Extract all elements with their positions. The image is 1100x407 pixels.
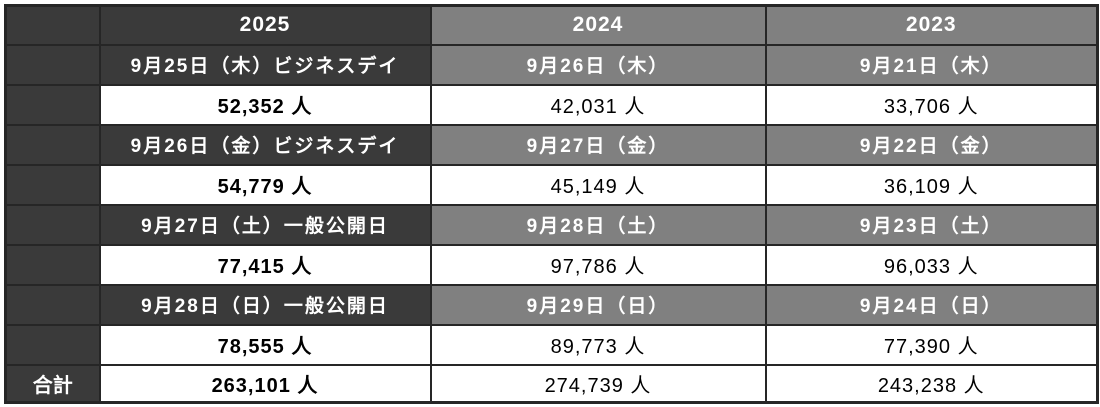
count-cell-2023-day4: 77,390 人: [764, 323, 1099, 366]
row-label-cell: [4, 123, 101, 166]
row-label-cell: [4, 243, 101, 286]
date-cell-2023-day3: 9月23日（土）: [764, 203, 1099, 246]
count-cell-2024-day1: 42,031 人: [429, 83, 767, 126]
count-cell-2024-day2: 45,149 人: [429, 163, 767, 206]
attendance-table: 2025 2024 2023 9月25日（木）ビジネスデイ 9月26日（木） 9…: [4, 4, 1099, 404]
total-cell-2023: 243,238 人: [764, 363, 1099, 404]
count-cell-2025-day1: 52,352 人: [98, 83, 432, 126]
total-cell-2025: 263,101 人: [98, 363, 432, 404]
date-cell-2023-day1: 9月21日（木）: [764, 43, 1099, 86]
total-row: 合計 263,101 人 274,739 人 243,238 人: [4, 363, 1099, 404]
count-cell-2023-day1: 33,706 人: [764, 83, 1099, 126]
year-header-2024: 2024: [429, 4, 767, 46]
row-label-cell: [4, 163, 101, 206]
total-label-cell: 合計: [4, 363, 101, 404]
row-label-cell: [4, 283, 101, 326]
year-header-2025: 2025: [98, 4, 432, 46]
date-cell-2024-day1: 9月26日（木）: [429, 43, 767, 86]
date-cell-2025-day2: 9月26日（金）ビジネスデイ: [98, 123, 432, 166]
count-cell-2025-day2: 54,779 人: [98, 163, 432, 206]
date-cell-2023-day4: 9月24日（日）: [764, 283, 1099, 326]
count-row-day1: 52,352 人 42,031 人 33,706 人: [4, 83, 1099, 126]
row-label-cell: [4, 43, 101, 86]
corner-cell: [4, 4, 101, 46]
count-row-day4: 78,555 人 89,773 人 77,390 人: [4, 323, 1099, 366]
count-row-day2: 54,779 人 45,149 人 36,109 人: [4, 163, 1099, 206]
count-cell-2025-day4: 78,555 人: [98, 323, 432, 366]
count-cell-2025-day3: 77,415 人: [98, 243, 432, 286]
date-row-day4: 9月28日（日）一般公開日 9月29日（日） 9月24日（日）: [4, 283, 1099, 326]
count-cell-2024-day4: 89,773 人: [429, 323, 767, 366]
date-cell-2025-day1: 9月25日（木）ビジネスデイ: [98, 43, 432, 86]
row-label-cell: [4, 83, 101, 126]
date-cell-2024-day4: 9月29日（日）: [429, 283, 767, 326]
row-label-cell: [4, 323, 101, 366]
date-cell-2025-day4: 9月28日（日）一般公開日: [98, 283, 432, 326]
date-cell-2025-day3: 9月27日（土）一般公開日: [98, 203, 432, 246]
date-row-day2: 9月26日（金）ビジネスデイ 9月27日（金） 9月22日（金）: [4, 123, 1099, 166]
year-header-row: 2025 2024 2023: [4, 4, 1099, 46]
date-cell-2023-day2: 9月22日（金）: [764, 123, 1099, 166]
count-cell-2023-day3: 96,033 人: [764, 243, 1099, 286]
count-row-day3: 77,415 人 97,786 人 96,033 人: [4, 243, 1099, 286]
total-cell-2024: 274,739 人: [429, 363, 767, 404]
year-header-2023: 2023: [764, 4, 1099, 46]
date-cell-2024-day3: 9月28日（土）: [429, 203, 767, 246]
date-cell-2024-day2: 9月27日（金）: [429, 123, 767, 166]
date-row-day1: 9月25日（木）ビジネスデイ 9月26日（木） 9月21日（木）: [4, 43, 1099, 86]
row-label-cell: [4, 203, 101, 246]
count-cell-2023-day2: 36,109 人: [764, 163, 1099, 206]
count-cell-2024-day3: 97,786 人: [429, 243, 767, 286]
date-row-day3: 9月27日（土）一般公開日 9月28日（土） 9月23日（土）: [4, 203, 1099, 246]
